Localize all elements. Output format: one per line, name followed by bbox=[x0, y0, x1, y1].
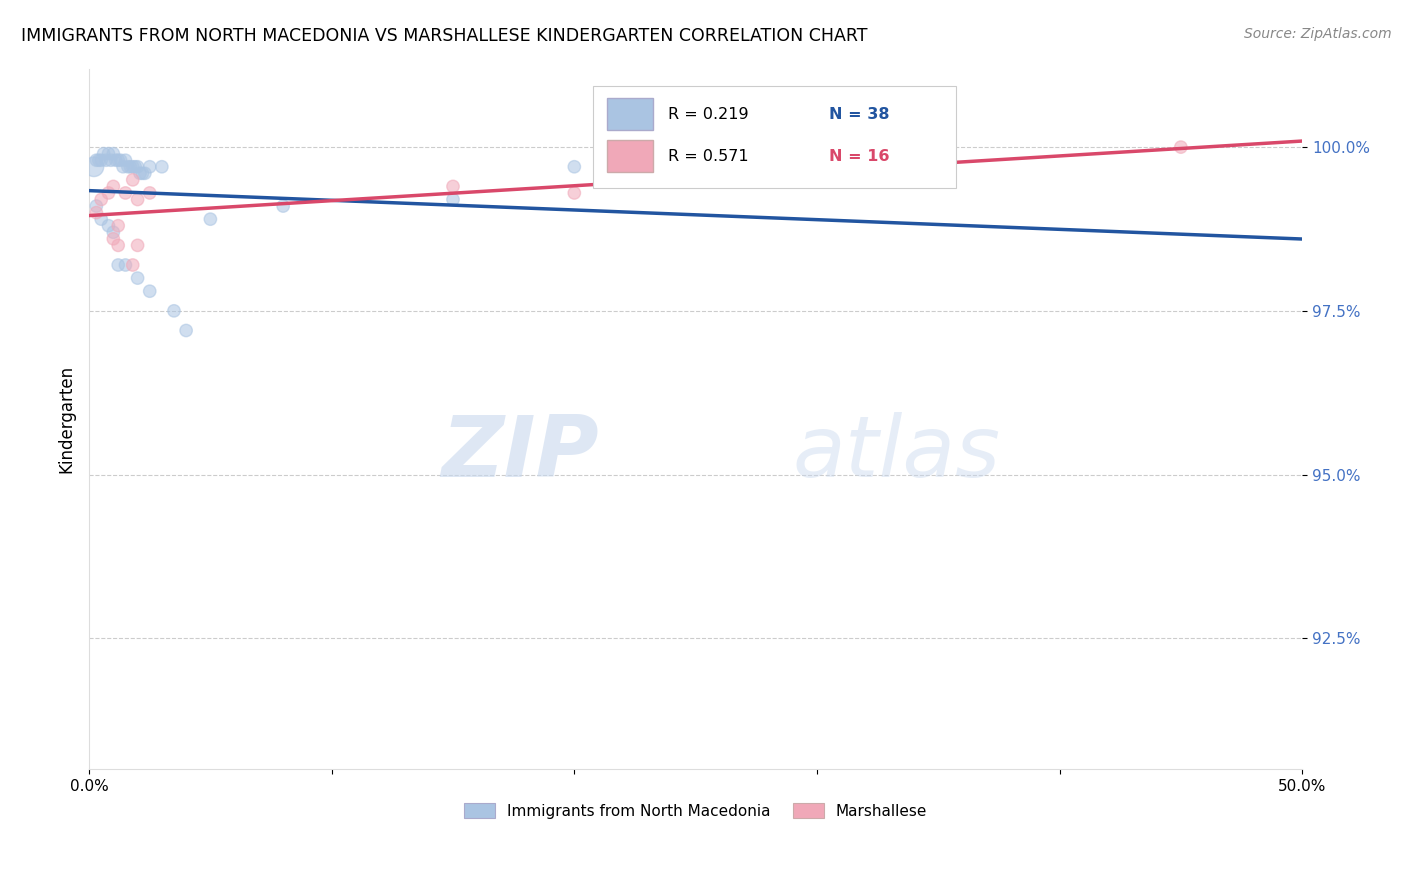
Text: ZIP: ZIP bbox=[441, 412, 599, 495]
Point bbox=[117, 160, 139, 174]
Point bbox=[97, 186, 120, 200]
Point bbox=[138, 284, 160, 298]
FancyBboxPatch shape bbox=[607, 140, 654, 172]
Text: IMMIGRANTS FROM NORTH MACEDONIA VS MARSHALLESE KINDERGARTEN CORRELATION CHART: IMMIGRANTS FROM NORTH MACEDONIA VS MARSH… bbox=[21, 27, 868, 45]
Text: Source: ZipAtlas.com: Source: ZipAtlas.com bbox=[1244, 27, 1392, 41]
Y-axis label: Kindergarten: Kindergarten bbox=[58, 365, 75, 473]
FancyBboxPatch shape bbox=[607, 98, 654, 130]
Point bbox=[97, 219, 120, 233]
Point bbox=[163, 303, 186, 318]
Point bbox=[114, 258, 136, 272]
Point bbox=[150, 160, 173, 174]
Point bbox=[120, 160, 142, 174]
Point bbox=[129, 166, 152, 180]
Point bbox=[103, 225, 125, 239]
Point bbox=[131, 166, 153, 180]
Point bbox=[121, 173, 143, 187]
Point bbox=[86, 199, 108, 213]
Point bbox=[107, 219, 129, 233]
Point bbox=[86, 153, 108, 168]
Point bbox=[562, 186, 585, 200]
Point bbox=[100, 153, 122, 168]
Point bbox=[121, 258, 143, 272]
Point bbox=[112, 160, 135, 174]
Point bbox=[104, 153, 127, 168]
Point bbox=[562, 160, 585, 174]
Point bbox=[97, 146, 120, 161]
Point bbox=[134, 166, 156, 180]
Point bbox=[121, 160, 143, 174]
Point bbox=[110, 153, 132, 168]
Point bbox=[138, 160, 160, 174]
Point bbox=[1170, 140, 1192, 154]
Point bbox=[441, 193, 464, 207]
Point bbox=[138, 186, 160, 200]
Point bbox=[103, 146, 125, 161]
Point bbox=[83, 160, 105, 174]
Point bbox=[174, 324, 197, 338]
Point bbox=[87, 153, 110, 168]
Point bbox=[103, 179, 125, 194]
Point bbox=[86, 205, 108, 219]
Point bbox=[200, 212, 222, 227]
Point bbox=[90, 193, 112, 207]
FancyBboxPatch shape bbox=[592, 86, 956, 187]
Point bbox=[124, 160, 146, 174]
Point bbox=[93, 146, 115, 161]
Point bbox=[107, 153, 129, 168]
Point bbox=[127, 160, 149, 174]
Text: R = 0.219: R = 0.219 bbox=[668, 106, 748, 121]
Point bbox=[127, 271, 149, 285]
Point bbox=[90, 153, 112, 168]
Point bbox=[114, 186, 136, 200]
Point bbox=[90, 212, 112, 227]
Point bbox=[127, 193, 149, 207]
Point bbox=[107, 238, 129, 252]
Point bbox=[114, 153, 136, 168]
Text: N = 16: N = 16 bbox=[830, 149, 890, 163]
Legend: Immigrants from North Macedonia, Marshallese: Immigrants from North Macedonia, Marshal… bbox=[458, 797, 934, 825]
Point bbox=[103, 232, 125, 246]
Point bbox=[441, 179, 464, 194]
Point bbox=[107, 258, 129, 272]
Point bbox=[94, 153, 117, 168]
Point bbox=[271, 199, 294, 213]
Text: N = 38: N = 38 bbox=[830, 106, 890, 121]
Point bbox=[127, 238, 149, 252]
Text: R = 0.571: R = 0.571 bbox=[668, 149, 748, 163]
Text: atlas: atlas bbox=[793, 412, 1001, 495]
